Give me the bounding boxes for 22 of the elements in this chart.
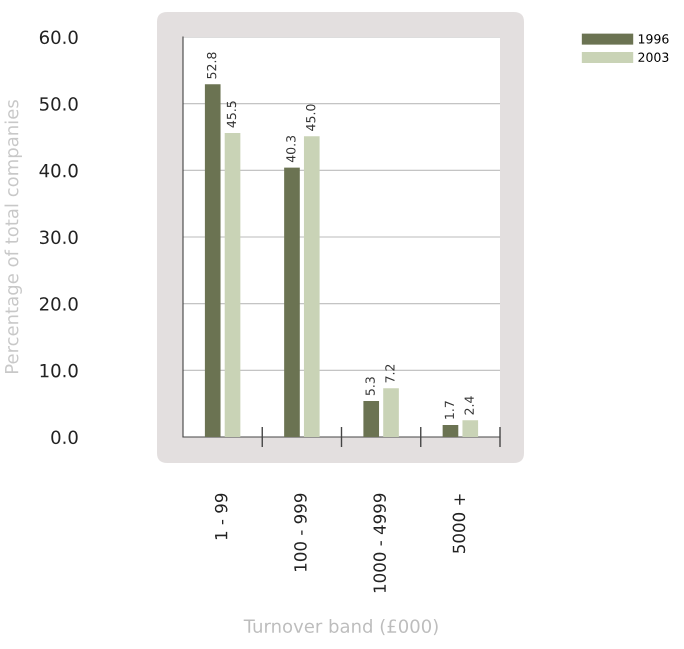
data-label: 5.3	[365, 377, 375, 396]
legend-label: 1996	[638, 34, 669, 44]
y-tick-label: 0.0	[51, 430, 78, 444]
data-label: 7.2	[385, 364, 394, 382]
y-tick-label: 20.0	[40, 297, 78, 311]
data-label: 45.5	[226, 101, 236, 128]
data-label: 2.4	[464, 396, 474, 415]
y-tick-label: 60.0	[40, 30, 78, 44]
y-tick-label: 10.0	[40, 364, 78, 378]
data-label: 45.0	[306, 104, 316, 131]
x-tick-label: 100 - 999	[294, 494, 307, 571]
x-axis-title: Turnover band (£000)	[244, 618, 438, 636]
y-tick-label: 40.0	[40, 164, 78, 178]
data-label: 40.3	[286, 136, 296, 162]
x-tick-label: 5000 +	[452, 494, 466, 553]
x-tick-label: 1 - 99	[214, 494, 228, 540]
y-tick-label: 30.0	[40, 230, 78, 244]
y-tick-label: 50.0	[40, 97, 78, 111]
data-label: 1.7	[444, 401, 454, 419]
x-tick-label: 1000 - 4999	[373, 494, 386, 592]
legend-label: 2003	[638, 52, 668, 62]
data-label: 52.8	[206, 52, 216, 78]
